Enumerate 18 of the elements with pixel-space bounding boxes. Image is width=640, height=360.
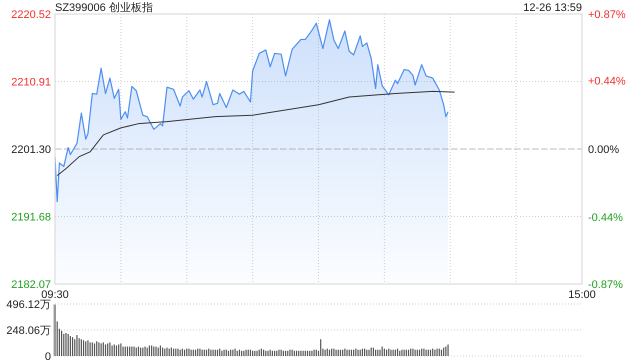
annotation: 12-26 13:59 <box>523 2 582 14</box>
y-tick-label: 0 <box>44 350 51 360</box>
x-tick-label: 15:00 <box>568 289 596 301</box>
y-tick-label: 248.06万 <box>6 324 51 337</box>
y-tick-label: 2201.30 <box>11 144 51 156</box>
y2-tick-label: 0.00% <box>588 144 620 156</box>
y-tick-label: 2182.07 <box>11 278 51 291</box>
y-tick-label: 2191.68 <box>11 211 51 224</box>
y2-tick-label: -0.44% <box>588 212 624 224</box>
y-tick-label: 2220.52 <box>11 8 51 21</box>
y2-tick-label: +0.87% <box>588 8 626 21</box>
y2-tick-label: -0.87% <box>588 278 624 291</box>
line-series <box>56 90 456 176</box>
y-tick-label: 2210.91 <box>11 76 51 88</box>
x-tick-label: 09:30 <box>41 289 69 301</box>
y-tick-label: 496.12万 <box>6 298 51 311</box>
y2-tick-label: +0.44% <box>588 76 626 88</box>
chart-title: SZ399006 创业板指 <box>55 1 153 14</box>
